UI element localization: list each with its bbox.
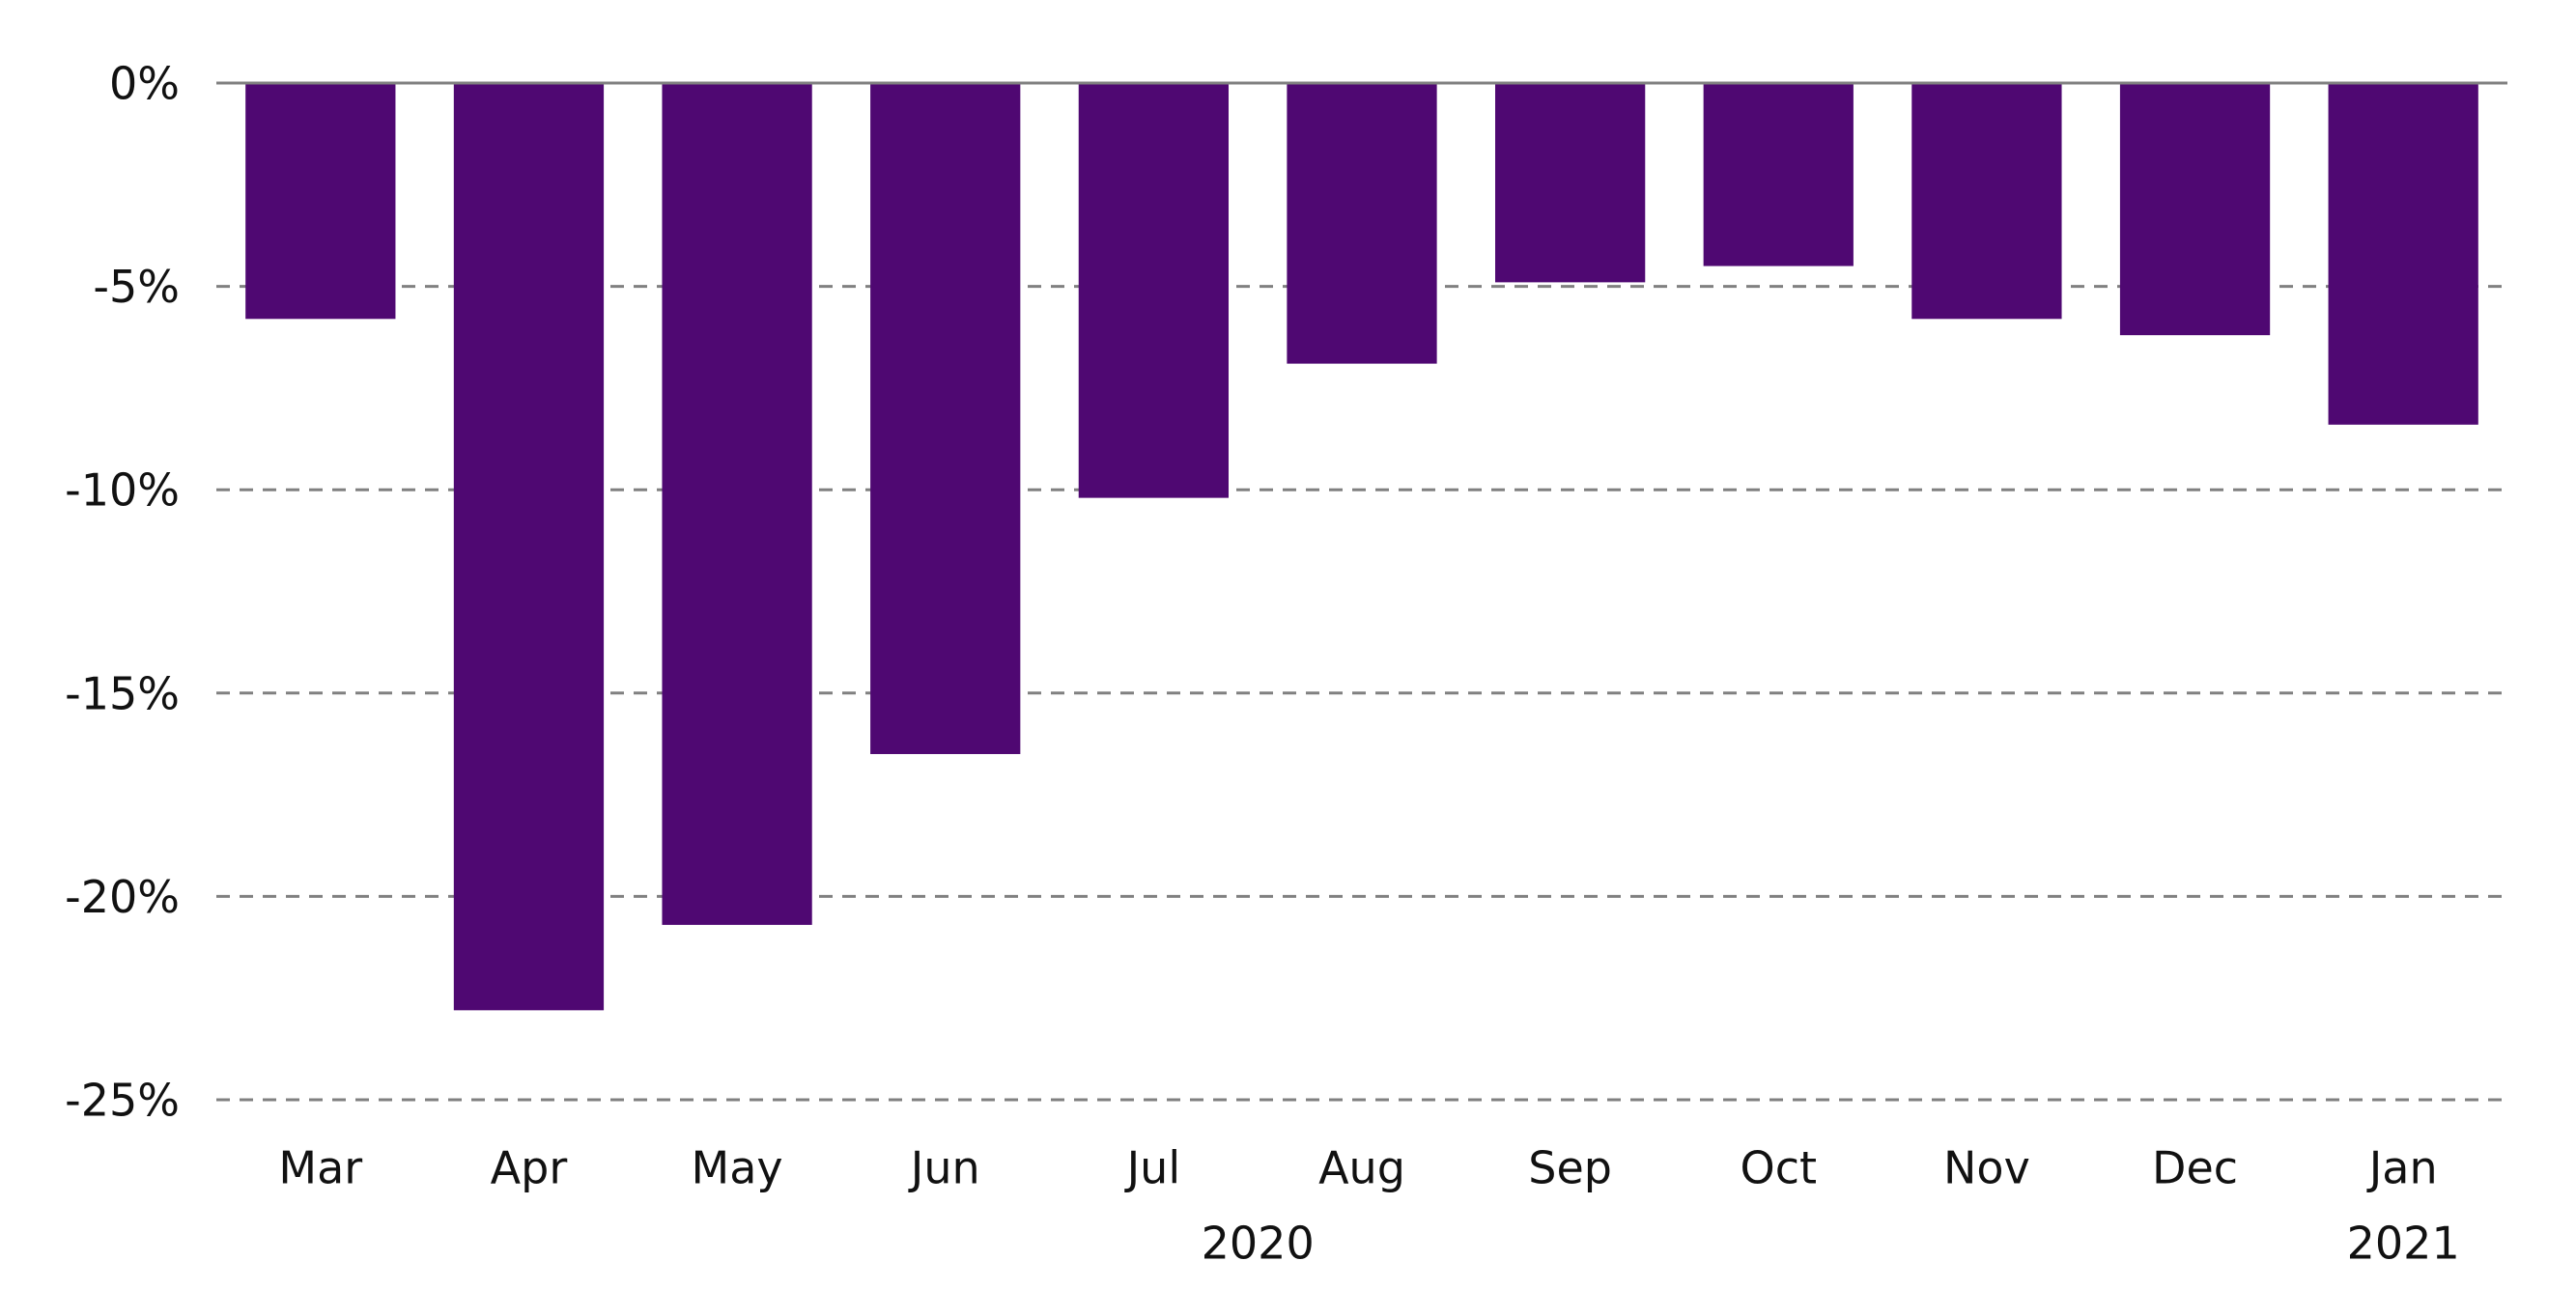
y-tick-label: -5% xyxy=(93,261,180,313)
year-label: 2020 xyxy=(1202,1218,1315,1270)
bar xyxy=(1495,83,1646,283)
bar xyxy=(245,83,396,320)
y-tick-label: -15% xyxy=(65,667,180,719)
x-tick-label: Jun xyxy=(908,1142,980,1194)
bar xyxy=(2119,83,2271,336)
x-tick-label: May xyxy=(692,1142,783,1194)
bar xyxy=(662,83,812,925)
x-tick-label: Sep xyxy=(1528,1142,1612,1194)
x-tick-label: Mar xyxy=(278,1142,362,1194)
x-tick-label: Oct xyxy=(1740,1142,1817,1194)
bar xyxy=(1287,83,1437,364)
x-tick-label: Jan xyxy=(2366,1142,2438,1194)
x-tick-label: Jul xyxy=(1124,1142,1181,1194)
bar xyxy=(2328,83,2478,425)
bar xyxy=(870,83,1021,754)
x-tick-label: Dec xyxy=(2152,1142,2238,1194)
bar xyxy=(453,83,605,1011)
x-tick-label: Aug xyxy=(1318,1142,1405,1194)
bar xyxy=(1078,83,1229,498)
y-tick-label: -25% xyxy=(65,1075,180,1127)
year-label: 2021 xyxy=(2347,1218,2460,1270)
y-tick-label: 0% xyxy=(109,58,180,110)
y-tick-label: -20% xyxy=(65,871,180,923)
bar xyxy=(1703,83,1854,266)
x-tick-label: Apr xyxy=(491,1142,568,1194)
x-tick-label: Nov xyxy=(1943,1142,2030,1194)
bar xyxy=(1911,83,2062,320)
y-tick-label: -10% xyxy=(65,464,180,517)
